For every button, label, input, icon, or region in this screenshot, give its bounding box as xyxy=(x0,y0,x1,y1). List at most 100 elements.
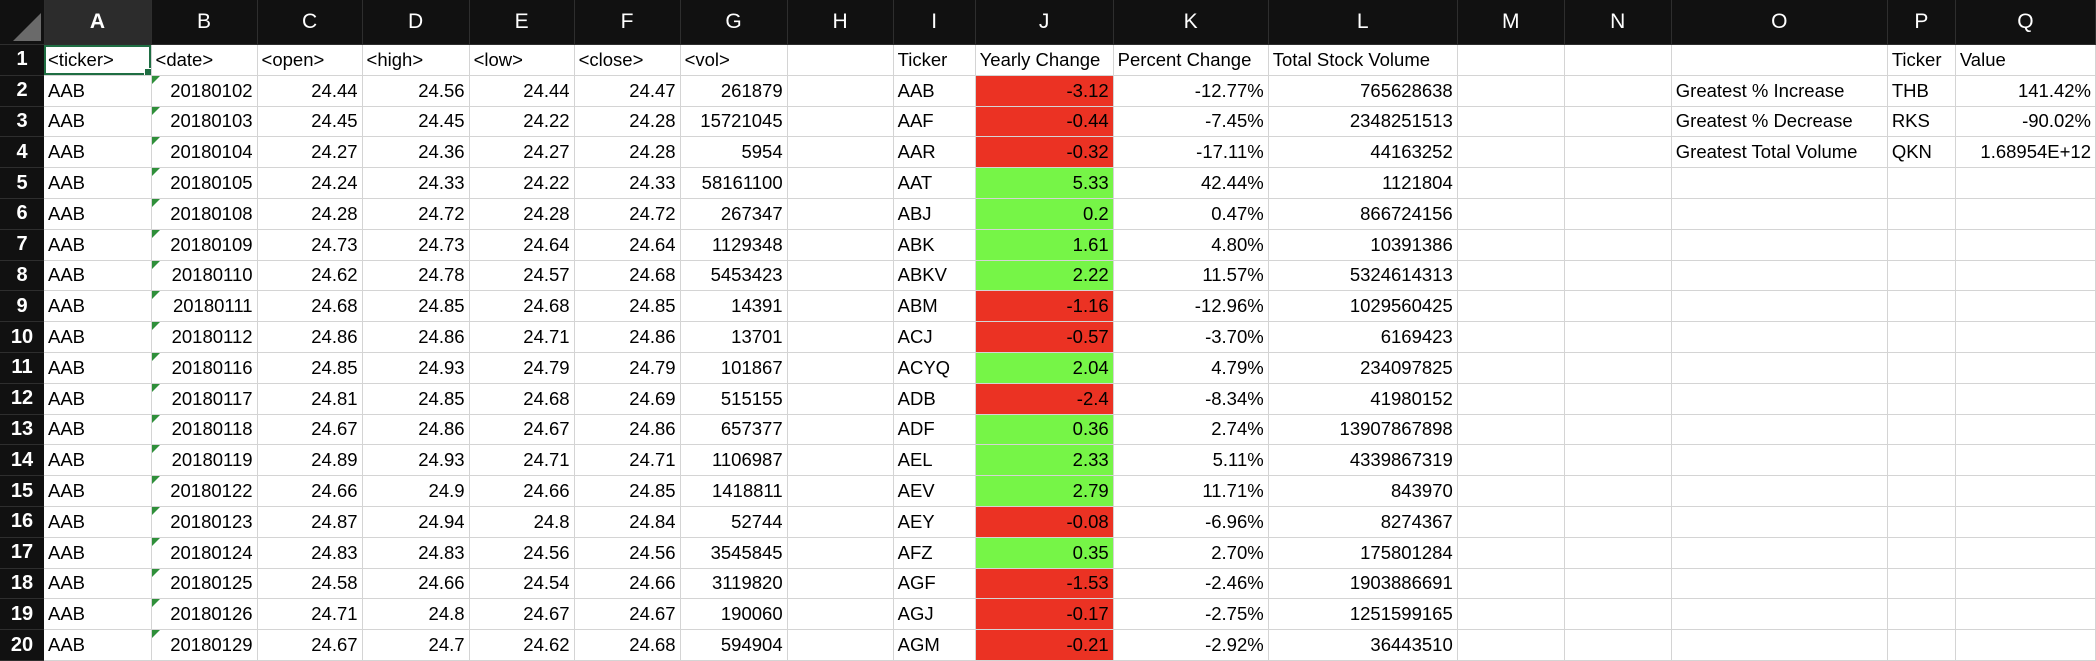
cell-e14[interactable]: 24.71 xyxy=(469,444,575,477)
cell-m6[interactable] xyxy=(1457,198,1565,230)
row-header[interactable]: 11 xyxy=(0,352,44,384)
select-all-button[interactable] xyxy=(0,0,45,45)
cell-j13[interactable]: 0.36 xyxy=(975,414,1114,446)
cell-j8[interactable]: 2.22 xyxy=(975,260,1114,292)
row-header[interactable]: 13 xyxy=(0,414,44,446)
cell-p14[interactable] xyxy=(1887,444,1956,477)
cell-o1[interactable] xyxy=(1671,44,1888,76)
cell-a19[interactable]: AAB xyxy=(44,598,152,631)
column-header-f[interactable]: F xyxy=(574,0,681,45)
cell-i19[interactable]: AGJ xyxy=(893,598,976,631)
cell-q10[interactable] xyxy=(1955,321,2096,353)
cell-q3[interactable]: -90.02% xyxy=(1955,106,2096,138)
cell-b2[interactable]: 20180102 xyxy=(151,75,258,107)
cell-p7[interactable] xyxy=(1887,229,1956,261)
cell-f10[interactable]: 24.86 xyxy=(574,321,681,353)
cell-d3[interactable]: 24.45 xyxy=(362,106,470,138)
cell-m8[interactable] xyxy=(1457,260,1565,292)
cell-o17[interactable] xyxy=(1671,537,1888,569)
cell-k16[interactable]: -6.96% xyxy=(1113,506,1269,538)
cell-n2[interactable] xyxy=(1564,75,1672,107)
cell-p10[interactable] xyxy=(1887,321,1956,353)
cell-i16[interactable]: AEY xyxy=(893,506,976,538)
cell-a11[interactable]: AAB xyxy=(44,352,152,384)
cell-h5[interactable] xyxy=(787,167,894,199)
cell-i3[interactable]: AAF xyxy=(893,106,976,138)
cell-f15[interactable]: 24.85 xyxy=(574,475,681,507)
column-header-n[interactable]: N xyxy=(1564,0,1672,45)
cell-o7[interactable] xyxy=(1671,229,1888,261)
row-header[interactable]: 20 xyxy=(0,629,44,661)
cell-e9[interactable]: 24.68 xyxy=(469,290,575,323)
cell-j2[interactable]: -3.12 xyxy=(975,75,1114,107)
cell-q2[interactable]: 141.42% xyxy=(1955,75,2096,107)
cell-m4[interactable] xyxy=(1457,136,1565,169)
cell-m15[interactable] xyxy=(1457,475,1565,507)
cell-j15[interactable]: 2.79 xyxy=(975,475,1114,507)
cell-q11[interactable] xyxy=(1955,352,2096,384)
cell-p15[interactable] xyxy=(1887,475,1956,507)
cell-p19[interactable] xyxy=(1887,598,1956,631)
cell-f7[interactable]: 24.64 xyxy=(574,229,681,261)
cell-m11[interactable] xyxy=(1457,352,1565,384)
cell-m12[interactable] xyxy=(1457,383,1565,415)
column-header-m[interactable]: M xyxy=(1457,0,1565,45)
cell-c4[interactable]: 24.27 xyxy=(257,136,363,169)
cell-e8[interactable]: 24.57 xyxy=(469,260,575,292)
cell-g7[interactable]: 1129348 xyxy=(680,229,788,261)
cell-h7[interactable] xyxy=(787,229,894,261)
cell-m5[interactable] xyxy=(1457,167,1565,199)
cell-o2[interactable]: Greatest % Increase xyxy=(1671,75,1888,107)
cell-l1[interactable]: Total Stock Volume xyxy=(1268,44,1458,76)
cell-k6[interactable]: 0.47% xyxy=(1113,198,1269,230)
cell-a15[interactable]: AAB xyxy=(44,475,152,507)
row-header[interactable]: 3 xyxy=(0,106,44,138)
cell-j1[interactable]: Yearly Change xyxy=(975,44,1114,76)
cell-p6[interactable] xyxy=(1887,198,1956,230)
cell-e12[interactable]: 24.68 xyxy=(469,383,575,415)
cell-a2[interactable]: AAB xyxy=(44,75,152,107)
cell-i5[interactable]: AAT xyxy=(893,167,976,199)
cell-l15[interactable]: 843970 xyxy=(1268,475,1458,507)
cell-q20[interactable] xyxy=(1955,629,2096,661)
row-header[interactable]: 1 xyxy=(0,44,44,76)
cell-l2[interactable]: 765628638 xyxy=(1268,75,1458,107)
cell-g2[interactable]: 261879 xyxy=(680,75,788,107)
cell-k15[interactable]: 11.71% xyxy=(1113,475,1269,507)
cell-f1[interactable]: <close> xyxy=(574,44,681,76)
cell-q14[interactable] xyxy=(1955,444,2096,477)
cell-n19[interactable] xyxy=(1564,598,1672,631)
cell-k2[interactable]: -12.77% xyxy=(1113,75,1269,107)
cell-m3[interactable] xyxy=(1457,106,1565,138)
cell-a10[interactable]: AAB xyxy=(44,321,152,353)
cell-d13[interactable]: 24.86 xyxy=(362,414,470,446)
cell-d18[interactable]: 24.66 xyxy=(362,568,470,600)
cell-b17[interactable]: 20180124 xyxy=(151,537,258,569)
cell-e18[interactable]: 24.54 xyxy=(469,568,575,600)
cell-d15[interactable]: 24.9 xyxy=(362,475,470,507)
cell-m17[interactable] xyxy=(1457,537,1565,569)
cell-c17[interactable]: 24.83 xyxy=(257,537,363,569)
row-header[interactable]: 19 xyxy=(0,598,44,631)
cell-b14[interactable]: 20180119 xyxy=(151,444,258,477)
column-header-i[interactable]: I xyxy=(893,0,976,45)
cell-h11[interactable] xyxy=(787,352,894,384)
cell-d7[interactable]: 24.73 xyxy=(362,229,470,261)
cell-n4[interactable] xyxy=(1564,136,1672,169)
cell-n11[interactable] xyxy=(1564,352,1672,384)
fill-handle[interactable] xyxy=(143,67,151,75)
cell-i4[interactable]: AAR xyxy=(893,136,976,169)
column-header-b[interactable]: B xyxy=(151,0,258,45)
cell-g6[interactable]: 267347 xyxy=(680,198,788,230)
column-header-c[interactable]: C xyxy=(257,0,363,45)
cell-o6[interactable] xyxy=(1671,198,1888,230)
cell-h20[interactable] xyxy=(787,629,894,661)
cell-k13[interactable]: 2.74% xyxy=(1113,414,1269,446)
cell-i20[interactable]: AGM xyxy=(893,629,976,661)
cell-j17[interactable]: 0.35 xyxy=(975,537,1114,569)
cell-g11[interactable]: 101867 xyxy=(680,352,788,384)
cell-b8[interactable]: 20180110 xyxy=(151,260,258,292)
cell-d12[interactable]: 24.85 xyxy=(362,383,470,415)
row-header[interactable]: 4 xyxy=(0,136,44,169)
cell-m13[interactable] xyxy=(1457,414,1565,446)
